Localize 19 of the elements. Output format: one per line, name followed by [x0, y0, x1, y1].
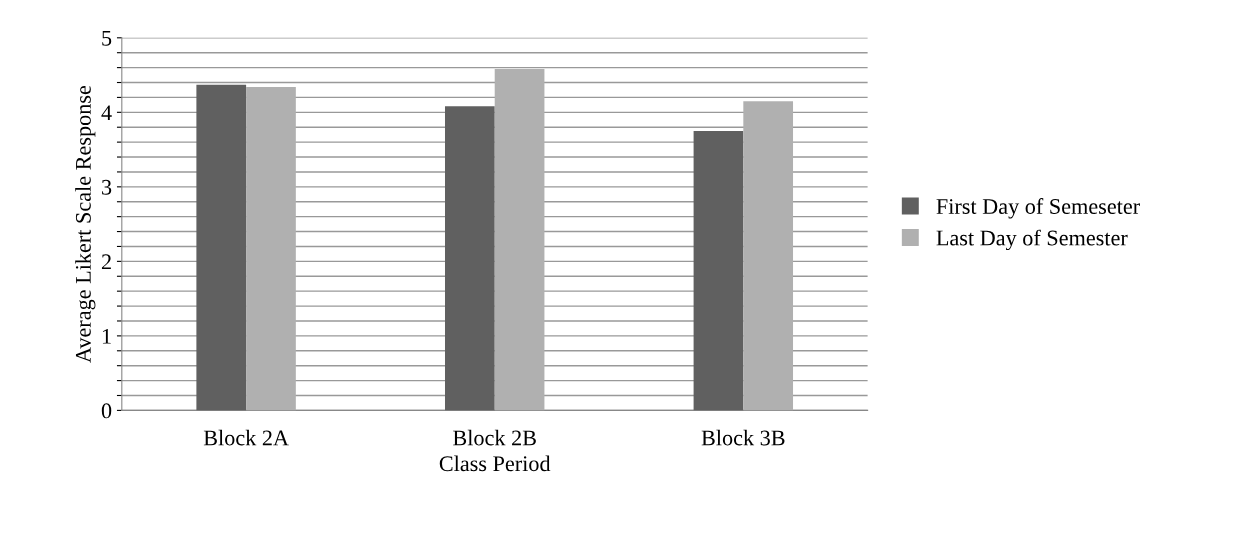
- y-axis-title: Average Likert Scale Response: [75, 85, 96, 363]
- x-tick-label: Block 2B: [453, 429, 536, 446]
- bar: [494, 69, 545, 411]
- bar: [444, 106, 495, 411]
- x-tick-label: Block 3B: [701, 429, 785, 446]
- bar: [693, 130, 744, 411]
- y-tick-label: 5: [102, 30, 112, 46]
- x-tick-label: Block 2A: [203, 429, 289, 446]
- legend-label: First Day of Semeseter: [936, 198, 1140, 219]
- y-tick-label: 4: [101, 105, 112, 121]
- y-tick-label: 3: [102, 179, 112, 195]
- legend-label: Last Day of Semester: [936, 229, 1128, 251]
- bar: [743, 101, 794, 411]
- bar: [246, 86, 296, 411]
- y-tick-label: 0: [101, 403, 112, 419]
- x-axis-title: Class Period: [439, 455, 551, 472]
- y-tick-label: 2: [101, 254, 111, 270]
- bar: [196, 84, 247, 411]
- y-tick-label: 1: [102, 328, 111, 344]
